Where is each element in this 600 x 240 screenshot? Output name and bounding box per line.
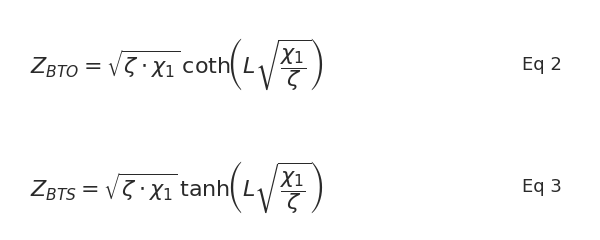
Text: $Z_{BTO} = \sqrt{\zeta \cdot \chi_1} \, \mathrm{coth}\!\left( L\sqrt{\dfrac{\chi: $Z_{BTO} = \sqrt{\zeta \cdot \chi_1} \, … [30,36,324,93]
Text: Eq 3: Eq 3 [522,178,562,196]
Text: Eq 2: Eq 2 [522,56,562,74]
Text: $Z_{BTS} = \sqrt{\zeta \cdot \chi_1} \, \mathrm{tanh}\!\left( L\sqrt{\dfrac{\chi: $Z_{BTS} = \sqrt{\zeta \cdot \chi_1} \, … [30,159,323,216]
